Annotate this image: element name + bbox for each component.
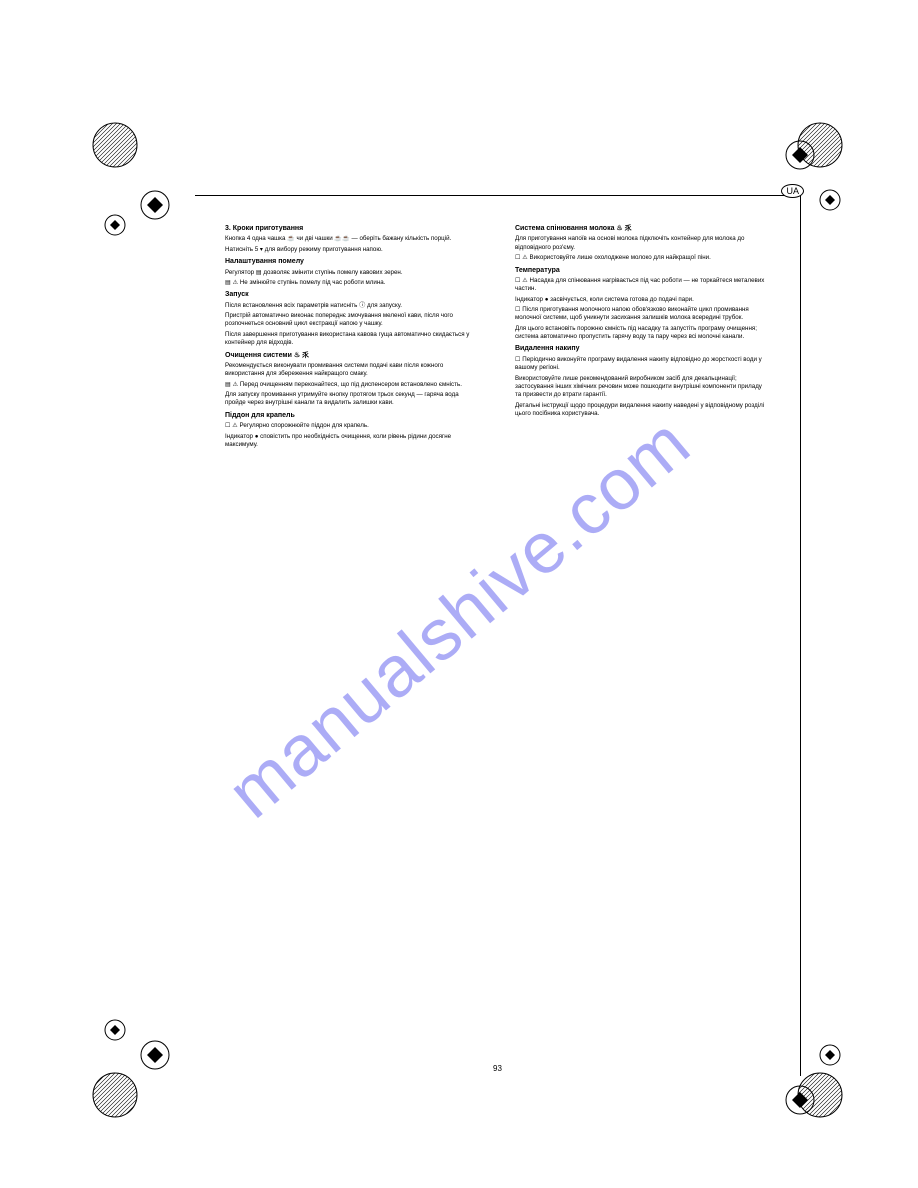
text: Індикатор ● засвічується, коли система г… xyxy=(515,296,765,304)
text: Індикатор ● сповістить про необхідність … xyxy=(225,433,475,450)
content-frame: UA 3. Кроки приготування Кнопка 4 одна ч… xyxy=(195,195,801,1076)
text: Використовуйте лише рекомендований вироб… xyxy=(515,375,765,400)
text: Після завершення приготування використан… xyxy=(225,331,475,348)
text: ☐ ⚠ Насадка для спінювання нагрівається … xyxy=(515,277,765,294)
heading-clean: Очищення системи ♨ 乑 xyxy=(225,351,475,360)
text: Для запуску промивання утримуйте кнопку … xyxy=(225,391,475,408)
text: Кнопка 4 одна чашка ☕ чи дві чашки ☕☕ — … xyxy=(225,235,475,243)
heading-tray: Піддон для крапель xyxy=(225,411,475,420)
text: Натисніть 5 ▾ для вибору режиму приготув… xyxy=(225,246,475,254)
heading-descale: Видалення накипу xyxy=(515,344,765,353)
page-number: 93 xyxy=(493,1064,502,1073)
manual-page: UA 3. Кроки приготування Кнопка 4 одна ч… xyxy=(0,0,918,1188)
text: ☐ Періодично виконуйте програму видаленн… xyxy=(515,356,765,373)
language-badge: UA xyxy=(781,184,804,198)
left-column: 3. Кроки приготування Кнопка 4 одна чашк… xyxy=(225,221,475,451)
text: ☐ ⚠ Регулярно спорожнюйте піддон для кра… xyxy=(225,422,475,430)
text: Для приготування напоїв на основі молока… xyxy=(515,235,765,252)
text: ☐ ⚠ Використовуйте лише охолоджене молок… xyxy=(515,254,765,262)
text: Після встановлення всіх параметрів натис… xyxy=(225,302,475,310)
text: Регулятор ▤ дозволяє змінити ступінь пом… xyxy=(225,269,475,277)
right-column: Система спінювання молока ♨ 乑 Для пригот… xyxy=(515,221,765,420)
heading-temp: Температура xyxy=(515,266,765,275)
text: ☐ Після приготування молочного напою обо… xyxy=(515,306,765,323)
text: ▤ ⚠ Не змінюйте ступінь помелу під час р… xyxy=(225,279,475,287)
heading-grind: Налаштування помелу xyxy=(225,257,475,266)
heading-milk: Система спінювання молока ♨ 乑 xyxy=(515,224,765,233)
heading-start: Запуск xyxy=(225,290,475,299)
heading-steps: 3. Кроки приготування xyxy=(225,224,475,233)
text: Для цього встановіть порожню ємність під… xyxy=(515,325,765,342)
text: Пристрій автоматично виконає попереднє з… xyxy=(225,312,475,329)
text: ▤ ⚠ Перед очищенням переконайтеся, що пі… xyxy=(225,381,475,389)
text: Рекомендується виконувати промивання сис… xyxy=(225,362,475,379)
text: Детальні інструкції щодо процедури видал… xyxy=(515,402,765,419)
